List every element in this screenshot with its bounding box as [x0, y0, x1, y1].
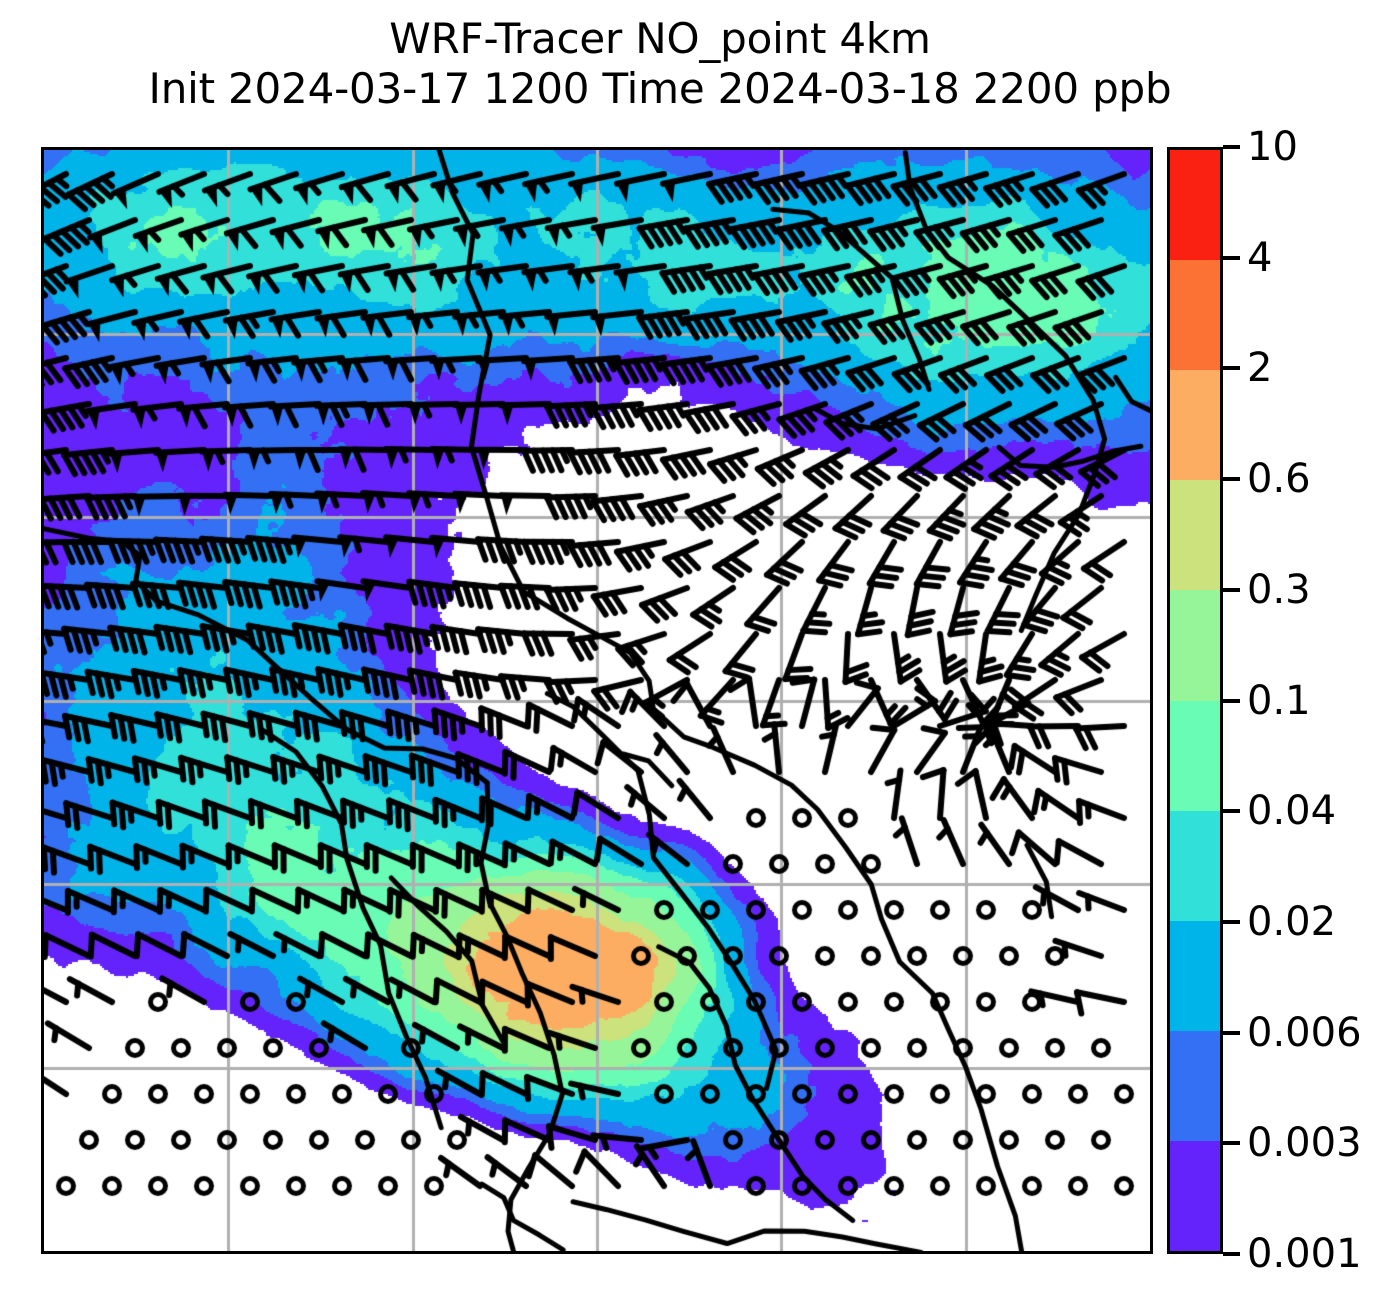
title-line-2: Init 2024-03-17 1200 Time 2024-03-18 220…	[148, 63, 1172, 113]
map-plot-area	[41, 147, 1153, 1254]
colorbar-tick-label: 0.6	[1247, 456, 1311, 503]
colorbar-tickmark	[1223, 587, 1240, 592]
colorbar-tickmark	[1223, 477, 1240, 482]
colorbar-tick-label: 0.3	[1247, 566, 1311, 613]
colorbar-band-8	[1170, 260, 1220, 371]
colorbar-tickmark	[1223, 919, 1240, 924]
colorbar	[1167, 147, 1223, 1254]
figure-title: WRF-Tracer NO_point 4km Init 2024-03-17 …	[0, 14, 1320, 113]
colorbar-tick-label: 0.006	[1247, 1009, 1362, 1056]
colorbar-tickmark	[1223, 1141, 1240, 1146]
colorbar-tick-label: 0.003	[1247, 1120, 1362, 1167]
colorbar-tick-labels: 0.001 0.003 0.006 0.02 0.04 0.1 0.3 0.6 2 4 10	[1223, 124, 1400, 1277]
colorbar-tickmark	[1223, 145, 1240, 149]
colorbar-band-4	[1170, 700, 1220, 811]
colorbar-band-0	[1170, 1140, 1220, 1251]
colorbar-tick-label: 0.1	[1247, 677, 1311, 724]
colorbar-tickmark	[1223, 698, 1240, 703]
colorbar-band-6	[1170, 480, 1220, 591]
colorbar-tick-label: 0.02	[1247, 898, 1337, 945]
colorbar-tickmark	[1223, 255, 1240, 260]
colorbar-tickmark	[1223, 1030, 1240, 1035]
colorbar-tick-label: 0.001	[1247, 1231, 1362, 1277]
colorbar-tick-label: 0.04	[1247, 788, 1337, 835]
title-line-1: WRF-Tracer NO_point 4km	[389, 14, 931, 63]
colorbar-band-9	[1170, 150, 1220, 261]
colorbar-band-3	[1170, 810, 1220, 921]
colorbar-tick-label: 10	[1247, 124, 1298, 170]
colorbar-band-1	[1170, 1030, 1220, 1141]
colorbar-tick-label: 2	[1247, 345, 1273, 392]
wind-barb-overlay-canvas	[44, 150, 1150, 1251]
colorbar-tickmark	[1223, 1252, 1240, 1256]
colorbar-band-5	[1170, 590, 1220, 701]
colorbar-band-7	[1170, 370, 1220, 481]
colorbar-tickmark	[1223, 809, 1240, 814]
colorbar-tick-label: 4	[1247, 234, 1273, 281]
colorbar-band-2	[1170, 920, 1220, 1031]
colorbar-tickmark	[1223, 366, 1240, 371]
